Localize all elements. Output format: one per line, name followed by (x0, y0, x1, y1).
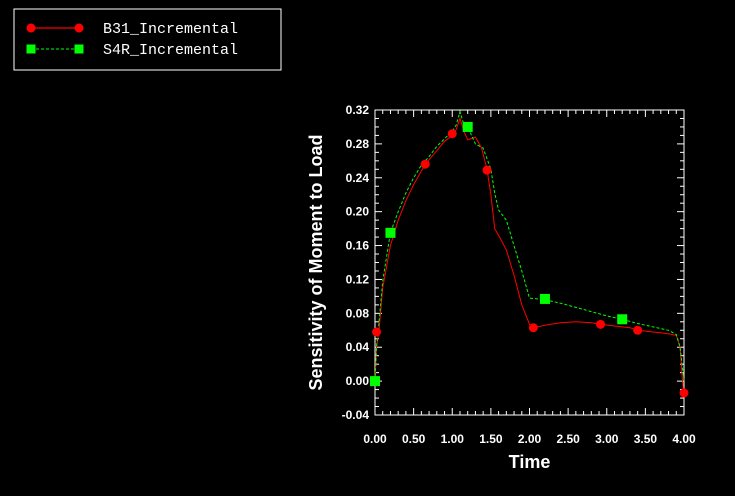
y-axis-title: Sensitivity of Moment to Load (306, 134, 326, 390)
x-tick-label: 1.50 (479, 432, 503, 446)
data-point-s4r-incremental (385, 227, 396, 238)
data-point-b31-incremental (482, 165, 492, 175)
legend-label-s4r: S4R_Incremental (103, 42, 238, 59)
y-tick-label: 0.20 (346, 205, 370, 219)
legend-entry-b31: B31_Incremental (26, 21, 238, 38)
data-point-b31-incremental (633, 325, 643, 335)
x-tick-label: 0.50 (402, 432, 426, 446)
legend-entry-s4r: S4R_Incremental (26, 42, 238, 59)
data-point-b31-incremental (420, 159, 430, 169)
data-point-b31-incremental (372, 327, 382, 337)
y-tick-labels: -0.04 0.00 0.04 0.08 0.12 0.16 0.20 0.24 0.28 0.3… (342, 103, 370, 422)
data-point-s4r-incremental (617, 314, 628, 325)
series-markers (370, 121, 689, 398)
y-tick-label: 0.12 (346, 272, 370, 286)
data-point-b31-incremental (679, 388, 689, 398)
series-lines (374, 109, 685, 394)
y-tick-label: 0.08 (346, 306, 370, 320)
y-tick-label: 0.24 (346, 171, 370, 185)
x-tick-label: 1.00 (441, 432, 465, 446)
series-line-b31-incremental (374, 116, 685, 394)
x-tick-label: 0.00 (363, 432, 387, 446)
y-tick-label: 0.00 (346, 374, 370, 388)
x-tick-label: 2.50 (556, 432, 580, 446)
legend-marker-b31-end (74, 23, 84, 33)
x-tick-label: 4.00 (672, 432, 696, 446)
x-axis-title: Time (509, 452, 551, 472)
x-tick-label: 3.50 (634, 432, 658, 446)
y-tick-label: 0.16 (346, 239, 370, 253)
y-tick-label: 0.32 (346, 103, 370, 117)
data-point-s4r-incremental (370, 376, 380, 387)
legend-marker-s4r-end (74, 44, 84, 54)
legend-marker-b31-start (26, 23, 36, 33)
x-tick-labels: 0.00 0.50 1.00 1.50 2.00 2.50 3.00 3.50 4.00 (363, 432, 696, 446)
plot-frame (374, 109, 685, 416)
series-line-s4r-incremental (374, 109, 685, 382)
data-point-b31-incremental (596, 319, 606, 329)
legend-marker-s4r-start (26, 44, 36, 54)
y-tick-label: 0.04 (346, 340, 370, 354)
y-tick-label: 0.28 (346, 137, 370, 151)
legend-label-b31: B31_Incremental (103, 21, 238, 38)
y-tick-label: -0.04 (342, 408, 370, 422)
legend: B31_Incremental S4R_Incremental (13, 8, 282, 71)
data-point-s4r-incremental (462, 121, 473, 132)
data-point-b31-incremental (528, 323, 538, 333)
axis-ticks (374, 109, 685, 416)
legend-box (13, 8, 282, 71)
data-point-s4r-incremental (539, 293, 550, 304)
data-point-b31-incremental (447, 129, 457, 139)
x-tick-label: 3.00 (595, 432, 619, 446)
x-tick-label: 2.00 (518, 432, 542, 446)
